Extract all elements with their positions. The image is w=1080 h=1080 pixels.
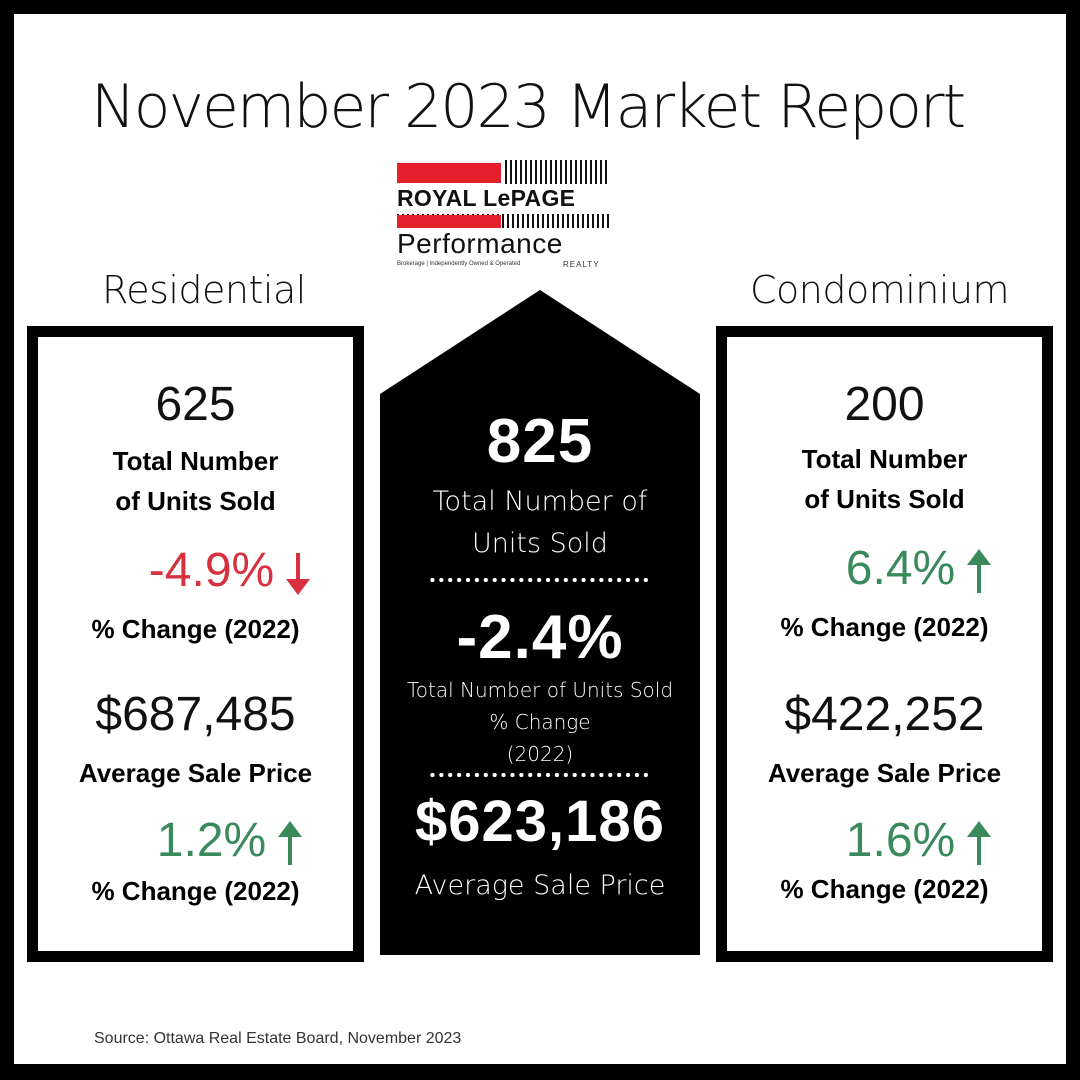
arrow-up-icon	[967, 821, 992, 866]
residential-units-change: -4.9%	[38, 543, 353, 598]
logo-red-bar	[397, 163, 501, 183]
logo-performance: Performance	[397, 228, 563, 259]
logo-barcode	[505, 160, 609, 184]
condominium-panel: 200 Total Number of Units Sold 6.4% % Ch…	[716, 326, 1053, 962]
residential-price-change-value: 1.2%	[156, 814, 267, 867]
total-change-label-2: % Change	[489, 710, 591, 734]
residential-units-label-2: of Units Sold	[115, 486, 276, 516]
condominium-avg-price: $422,252	[784, 688, 985, 741]
condominium-price-change-value: 1.6%	[845, 814, 956, 867]
source-note: Source: Ottawa Real Estate Board, Novemb…	[94, 1030, 462, 1047]
total-avg-price: $623,186	[415, 789, 665, 854]
total-units-label-1: Total Number of	[432, 486, 648, 517]
royal-lepage-logo: ROYAL LePAGE Performance Brokerage | Ind…	[397, 160, 609, 275]
total-avg-price-label: Average Sale Price	[414, 870, 666, 901]
house-shape	[380, 290, 700, 955]
condominium-avg-price-label: Average Sale Price	[767, 758, 1002, 788]
arrow-down-icon	[286, 553, 311, 596]
condominium-change-label: % Change (2022)	[780, 612, 989, 642]
condominium-units-change-value: 6.4%	[845, 542, 956, 595]
total-change-label-1: Total Number of Units Sold	[406, 678, 674, 702]
condominium-units-label-1: Total Number	[801, 444, 968, 474]
dotted-divider-1	[428, 577, 652, 583]
total-change: -2.4%	[456, 603, 624, 672]
residential-change-label: % Change (2022)	[91, 614, 300, 644]
logo-tagline: Brokerage | Independently Owned & Operat…	[397, 261, 521, 267]
condominium-price-change: 1.6%	[727, 813, 1042, 868]
residential-units-change-value: -4.9%	[148, 544, 275, 597]
condominium-units-label-2: of Units Sold	[804, 484, 965, 514]
arrow-up-icon	[278, 821, 303, 866]
total-units-sold: 825	[486, 407, 594, 476]
condominium-units-sold: 200	[844, 378, 925, 431]
residential-units-label-1: Total Number	[112, 446, 279, 476]
logo-realty: REALTY	[563, 260, 600, 269]
condominium-units-change: 6.4%	[727, 541, 1042, 596]
residential-panel: 625 Total Number of Units Sold -4.9% % C…	[27, 326, 364, 962]
condominium-heading: Condominium	[750, 268, 1010, 312]
page-title: November 2023 Market Report	[90, 72, 966, 142]
residential-price-change-label: % Change (2022)	[91, 876, 300, 906]
dotted-divider-2	[428, 772, 652, 778]
total-house-panel: 825 Total Number of Units Sold -2.4% Tot…	[380, 290, 700, 955]
logo-red-bar-2	[397, 215, 501, 228]
condominium-price-change-label: % Change (2022)	[780, 874, 989, 904]
residential-avg-price: $687,485	[95, 688, 296, 741]
residential-heading: Residential	[102, 268, 306, 312]
residential-price-change: 1.2%	[38, 813, 353, 868]
total-units-label-2: Units Sold	[472, 528, 608, 559]
arrow-up-icon	[967, 549, 992, 594]
logo-brand-name: ROYAL LePAGE	[397, 185, 576, 211]
residential-units-sold: 625	[155, 378, 236, 431]
residential-avg-price-label: Average Sale Price	[78, 758, 313, 788]
total-change-label-3: (2022)	[506, 742, 574, 766]
